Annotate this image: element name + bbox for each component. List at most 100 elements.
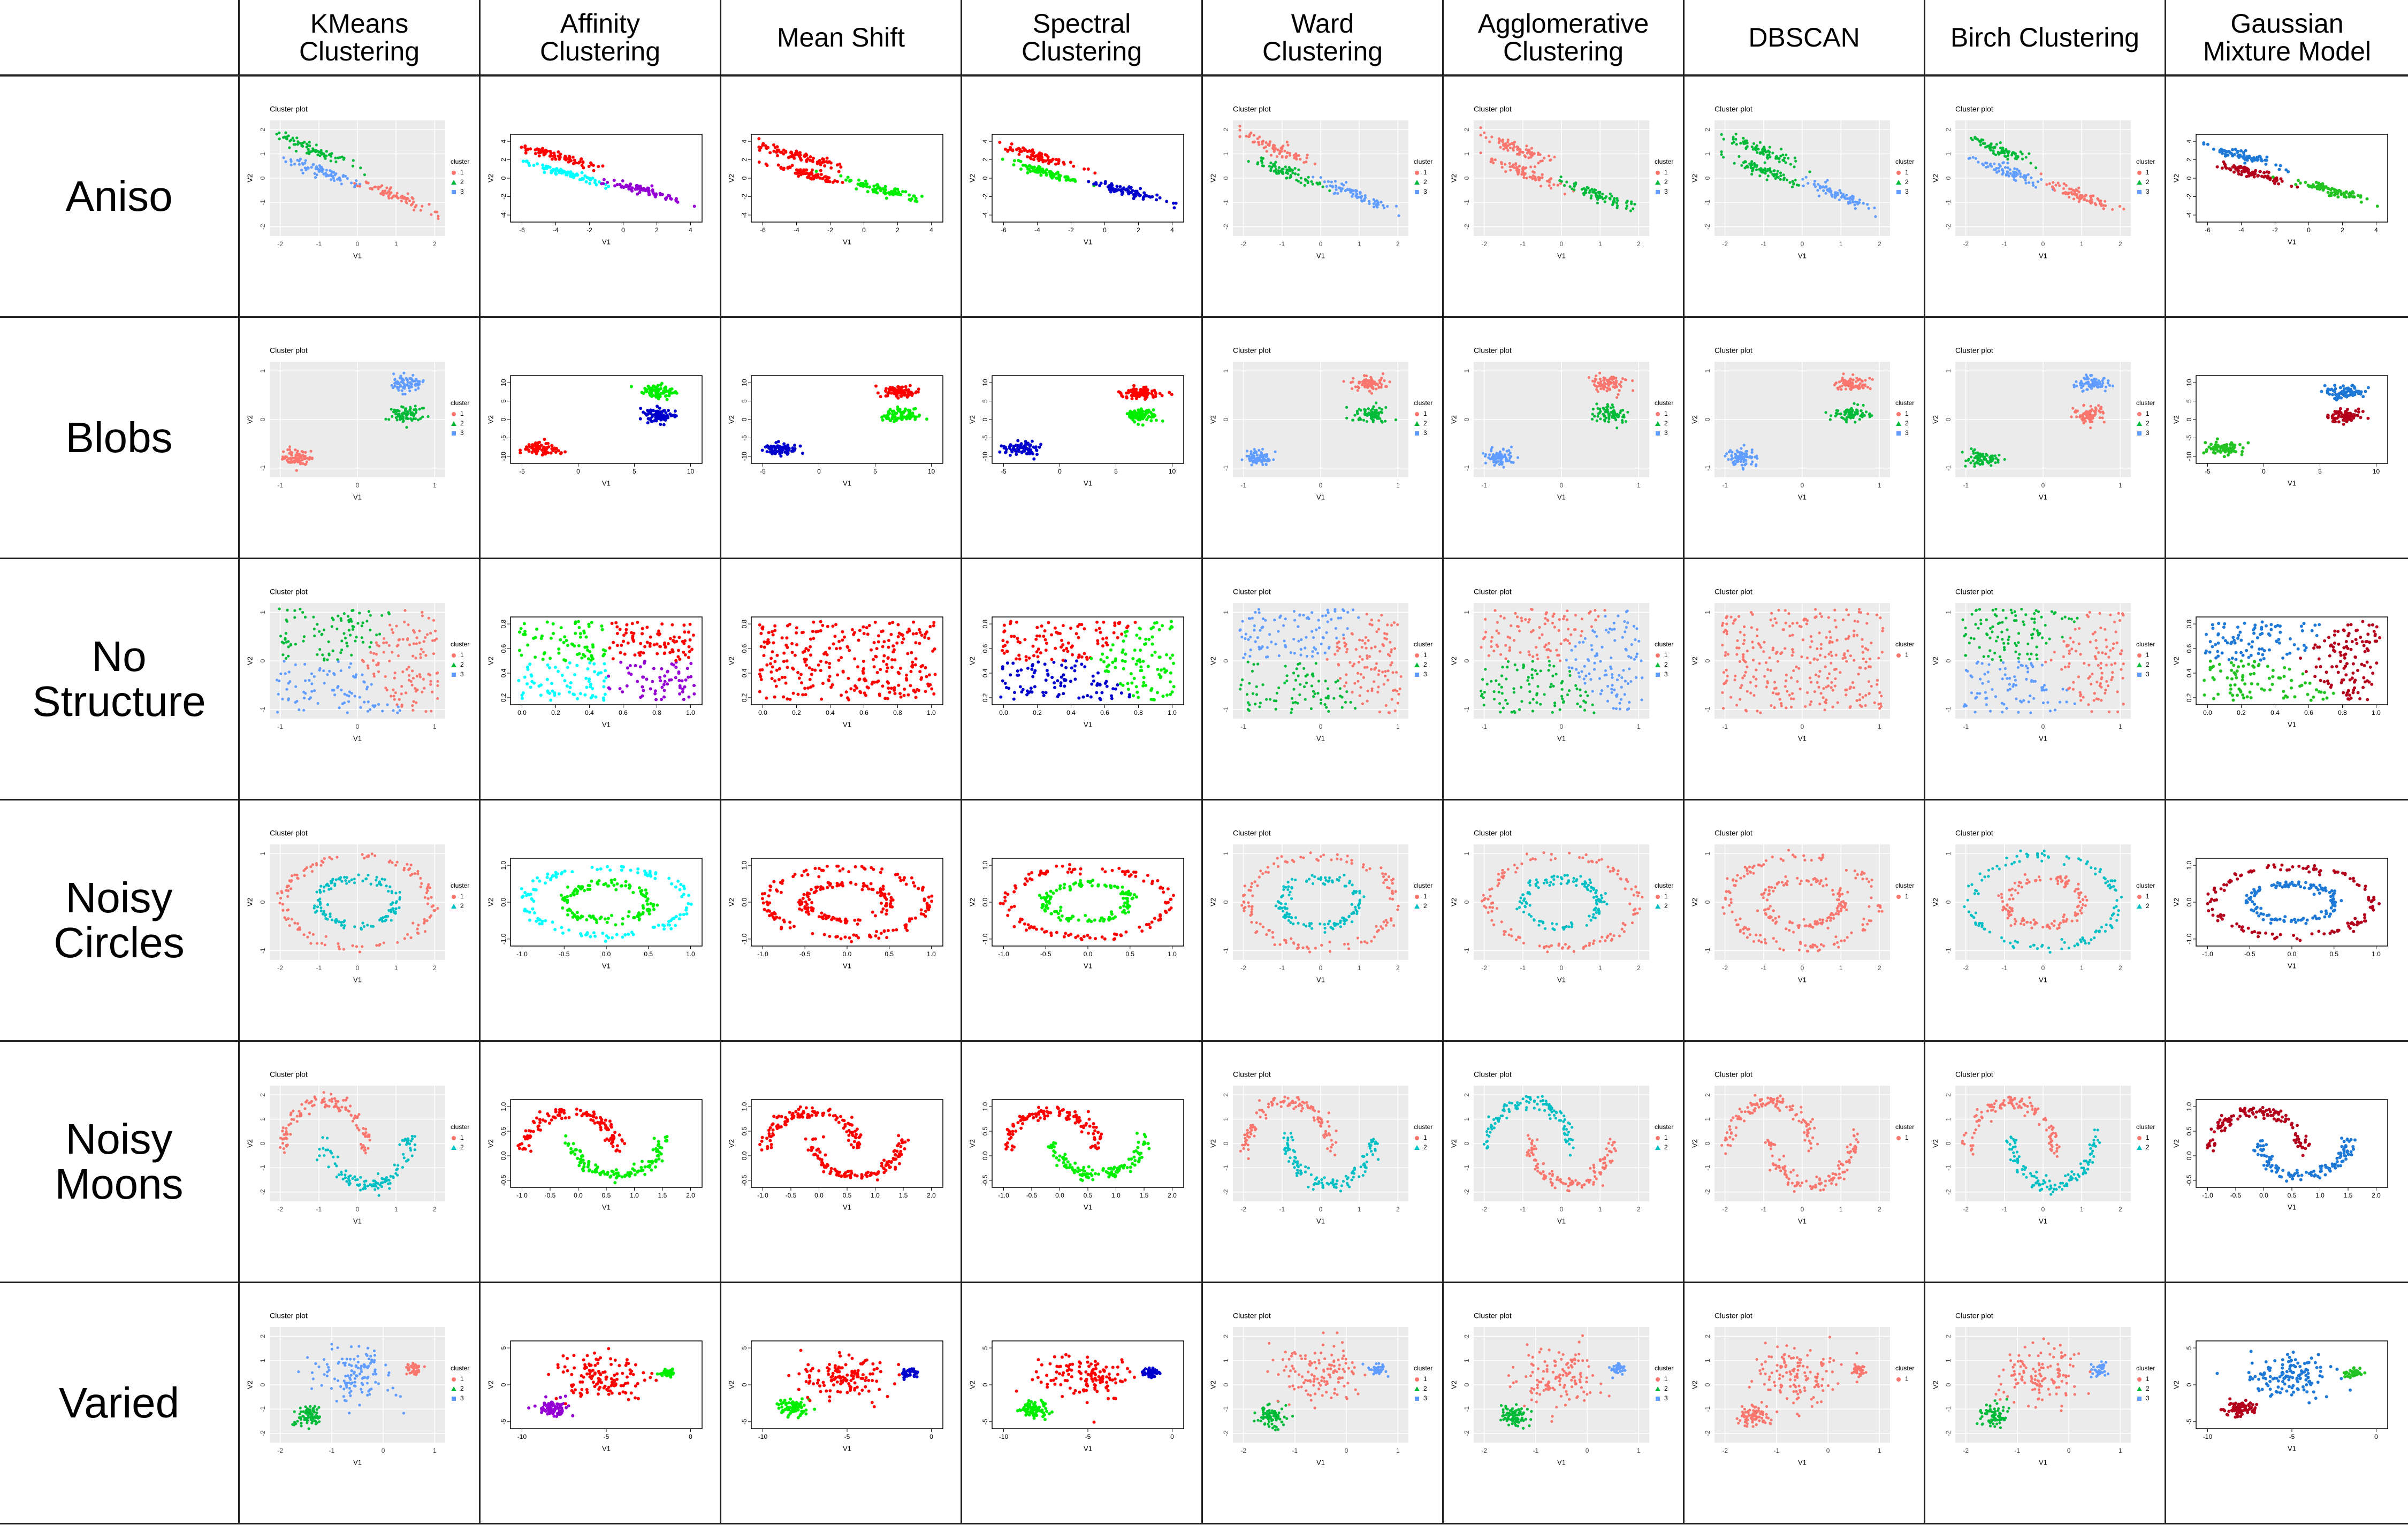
point — [395, 386, 399, 389]
point — [296, 456, 300, 460]
point — [322, 669, 325, 673]
point — [586, 176, 590, 180]
point — [2216, 449, 2220, 453]
point — [303, 162, 307, 165]
point — [2237, 153, 2241, 157]
point — [1351, 387, 1354, 390]
point — [895, 417, 898, 421]
point — [1619, 380, 1623, 384]
point — [1031, 151, 1035, 155]
point — [1062, 162, 1066, 166]
point — [414, 687, 417, 690]
point — [1083, 167, 1086, 171]
point — [337, 614, 340, 617]
point — [283, 135, 286, 139]
point — [1596, 201, 1599, 204]
point — [675, 391, 679, 395]
point — [757, 137, 761, 141]
x-tick-label: 0 — [356, 240, 360, 248]
point — [2252, 156, 2256, 159]
x-tick-label: 10 — [687, 468, 695, 475]
point — [1611, 403, 1614, 407]
point — [2005, 155, 2008, 158]
point — [1386, 205, 1389, 208]
point — [1004, 450, 1008, 454]
point — [2090, 387, 2093, 390]
point — [1146, 415, 1150, 419]
point — [657, 393, 661, 397]
point — [1964, 464, 1967, 468]
point — [1826, 179, 1829, 182]
point — [785, 451, 789, 455]
y-tick-label: -1 — [1222, 200, 1230, 205]
point — [871, 188, 875, 192]
point — [1380, 201, 1383, 204]
point — [1599, 387, 1603, 391]
point — [1756, 457, 1759, 460]
point — [526, 148, 530, 151]
point — [1038, 165, 1041, 169]
point — [1848, 200, 1852, 203]
point — [885, 196, 888, 200]
point — [816, 173, 819, 177]
point — [1765, 178, 1769, 181]
point — [1573, 182, 1576, 186]
x-tick-label: -1 — [277, 482, 283, 489]
point — [1994, 461, 1997, 464]
plot-title: Cluster plot — [1955, 105, 1993, 113]
point — [1857, 378, 1860, 382]
point — [1493, 454, 1496, 458]
point — [2280, 179, 2284, 183]
point — [1866, 203, 1869, 206]
point — [1333, 180, 1337, 183]
point — [1498, 463, 1501, 466]
point — [318, 154, 322, 157]
point — [2056, 181, 2060, 185]
point — [1777, 176, 1780, 179]
x-tick-label: 1 — [2080, 240, 2084, 248]
point — [874, 384, 878, 388]
plot-title: Cluster plot — [270, 105, 308, 113]
y-tick-label: 0 — [1222, 417, 1230, 421]
point — [1868, 415, 1871, 418]
point — [2075, 415, 2078, 418]
point — [394, 194, 398, 197]
point — [305, 151, 308, 155]
point — [2202, 451, 2206, 455]
point — [1319, 176, 1322, 179]
point — [1758, 152, 1762, 155]
point — [1378, 379, 1382, 383]
legend-key — [1655, 180, 1660, 185]
point — [881, 187, 885, 190]
point — [294, 143, 297, 146]
y-tick-label: -4 — [981, 212, 989, 218]
point — [1534, 178, 1537, 181]
point — [1367, 379, 1370, 382]
x-tick-label: 2 — [1878, 240, 1881, 248]
point — [293, 456, 296, 460]
point — [1073, 178, 1077, 181]
point — [2081, 418, 2084, 422]
point — [2008, 168, 2011, 171]
point — [643, 387, 647, 391]
point — [898, 408, 902, 411]
point — [2212, 147, 2215, 151]
point — [809, 155, 812, 159]
point — [1310, 180, 1313, 183]
plot-cell: Cluster plot -1 0 1 -1 0 1 V1 V2 cluster 1 2 3 — [1924, 318, 2165, 559]
point — [1529, 165, 1533, 169]
point — [1094, 182, 1098, 186]
x-tick-label: -1 — [1279, 240, 1285, 248]
point — [2111, 384, 2115, 387]
point — [1617, 393, 1620, 396]
legend-label: 3 — [1905, 188, 1909, 195]
point — [394, 413, 398, 416]
point — [1776, 170, 1779, 173]
point — [391, 651, 394, 654]
point — [662, 423, 666, 426]
x-tick-label: -1 — [1963, 482, 1969, 489]
point — [613, 184, 617, 188]
x-tick-label: 10 — [1169, 468, 1176, 475]
